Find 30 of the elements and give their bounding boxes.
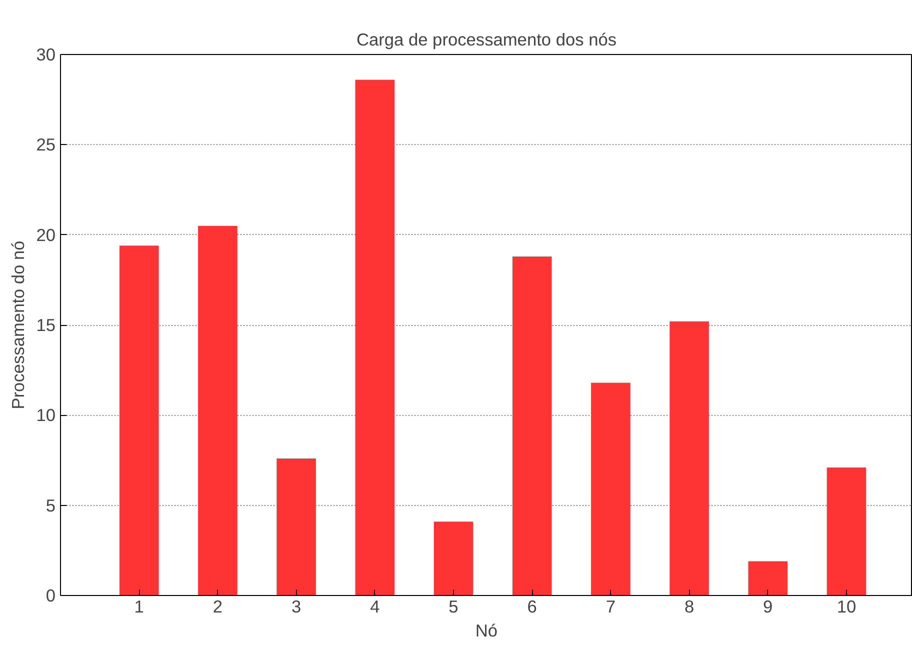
x-tick-label: 5: [448, 596, 458, 616]
y-tick-label: 25: [36, 134, 56, 155]
x-tick-label: 7: [606, 596, 616, 616]
x-tick-label: 9: [763, 596, 773, 616]
bar: [434, 522, 474, 596]
bar: [119, 246, 159, 596]
bar: [355, 80, 395, 596]
bar: [748, 561, 788, 596]
x-tick-label: 3: [291, 596, 302, 616]
y-tick-label: 20: [36, 224, 56, 245]
bar: [512, 256, 552, 596]
x-tick-label: 2: [212, 596, 223, 616]
y-tick-label: 30: [36, 44, 56, 64]
bar: [276, 458, 316, 596]
y-axis-title: Processamento do nó: [8, 240, 28, 410]
x-tick-label: 8: [684, 596, 694, 616]
bar: [198, 226, 238, 596]
y-tick-label: 0: [46, 586, 56, 606]
y-tick-label: 15: [36, 315, 56, 335]
x-tick-label: 10: [836, 596, 856, 616]
y-tick-label: 10: [36, 405, 56, 426]
x-tick-label: 1: [134, 596, 144, 616]
bar: [670, 321, 709, 596]
chart-title: Carga de processamento dos nós: [356, 30, 617, 50]
x-tick-label: 6: [527, 596, 537, 616]
x-axis-title: Nó: [475, 620, 498, 640]
x-tick-label: 4: [370, 596, 380, 616]
bar: [591, 382, 630, 596]
bar: [826, 467, 866, 596]
y-tick-label: 5: [46, 495, 56, 516]
